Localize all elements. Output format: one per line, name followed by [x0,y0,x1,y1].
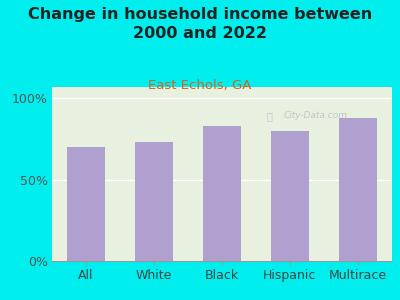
Bar [271,131,309,261]
Text: East Echols, GA: East Echols, GA [148,80,252,92]
Bar [135,142,173,261]
Text: Change in household income between
2000 and 2022: Change in household income between 2000 … [28,8,372,41]
Bar [203,126,241,261]
Text: City-Data.com: City-Data.com [283,111,347,120]
Bar [68,147,105,261]
Text: ⓘ: ⓘ [266,111,272,121]
Bar [339,118,376,261]
